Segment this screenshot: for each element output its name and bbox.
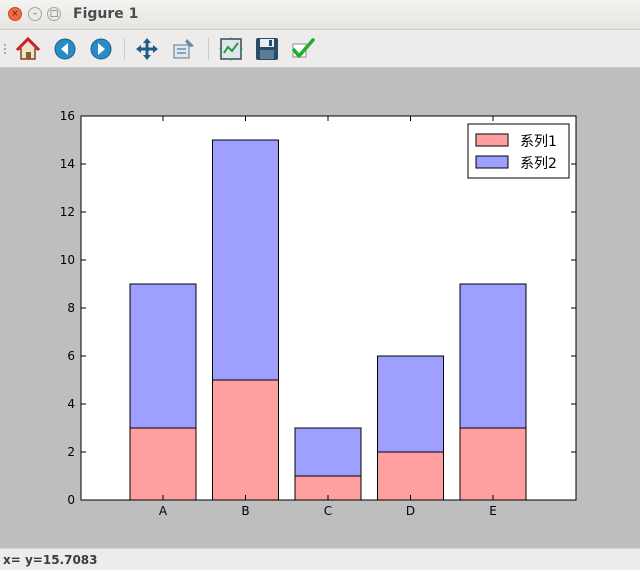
x-tick-label: D <box>406 504 415 518</box>
move-icon <box>136 38 158 60</box>
legend-box <box>467 123 570 179</box>
legend-label: 系列1 <box>520 134 557 150</box>
y-tick-label: 6 <box>67 349 75 363</box>
legend-label: 系列2 <box>520 156 557 172</box>
bar-B-series-2 <box>212 139 279 381</box>
y-tick-label: 8 <box>67 301 75 315</box>
bar-E-series-1 <box>459 427 527 501</box>
x-tick-label: A <box>159 504 168 518</box>
back-button[interactable] <box>51 35 79 63</box>
legend-swatch <box>475 155 509 169</box>
bar-C-series-2 <box>294 427 362 477</box>
forward-arrow-icon <box>90 38 112 60</box>
window-close-button[interactable]: × <box>8 7 22 21</box>
edit-button[interactable] <box>289 35 317 63</box>
subplots-button[interactable] <box>217 35 245 63</box>
cursor-coordinates: x= y=15.7083 <box>3 553 98 567</box>
bar-A-series-2 <box>129 283 197 429</box>
zoom-button[interactable] <box>170 35 198 63</box>
pan-button[interactable] <box>133 35 161 63</box>
bar-B-series-1 <box>212 379 279 501</box>
y-tick-label: 14 <box>60 157 75 171</box>
toolbar-separator <box>124 38 125 60</box>
toolbar-grip[interactable] <box>3 43 7 55</box>
window-maximize-button[interactable]: □ <box>47 7 61 21</box>
save-button[interactable] <box>253 35 281 63</box>
window-titlebar: × – □ Figure 1 <box>0 0 640 30</box>
y-tick-label: 2 <box>67 445 75 459</box>
check-icon <box>292 38 315 58</box>
bar-E-series-2 <box>459 283 527 429</box>
bar-D-series-1 <box>377 451 444 501</box>
legend-swatch <box>475 133 509 147</box>
home-button[interactable] <box>14 35 42 63</box>
home-icon <box>15 36 41 60</box>
toolbar-separator <box>208 38 209 60</box>
subplots-icon <box>219 37 243 61</box>
navigation-toolbar <box>0 30 640 68</box>
x-tick-label: C <box>324 504 332 518</box>
floppy-icon <box>256 38 278 60</box>
x-tick-label: B <box>241 504 249 518</box>
bar-D-series-2 <box>377 355 444 453</box>
status-bar: x= y=15.7083 <box>0 548 640 570</box>
y-tick-label: 4 <box>67 397 75 411</box>
y-tick-label: 0 <box>67 493 75 507</box>
window-minimize-button[interactable]: – <box>28 7 42 21</box>
window-title: Figure 1 <box>73 6 139 22</box>
y-tick-label: 16 <box>60 109 75 123</box>
y-tick-label: 10 <box>60 253 75 267</box>
y-tick-label: 12 <box>60 205 75 219</box>
bar-A-series-1 <box>129 427 197 501</box>
forward-button[interactable] <box>87 35 115 63</box>
figure-canvas[interactable]: 0 2 4 6 8 10 12 14 16 A B C D E 系列1 系列2 <box>0 68 640 548</box>
back-arrow-icon <box>54 38 76 60</box>
x-tick-label: E <box>489 504 497 518</box>
zoom-rect-icon <box>173 39 194 59</box>
